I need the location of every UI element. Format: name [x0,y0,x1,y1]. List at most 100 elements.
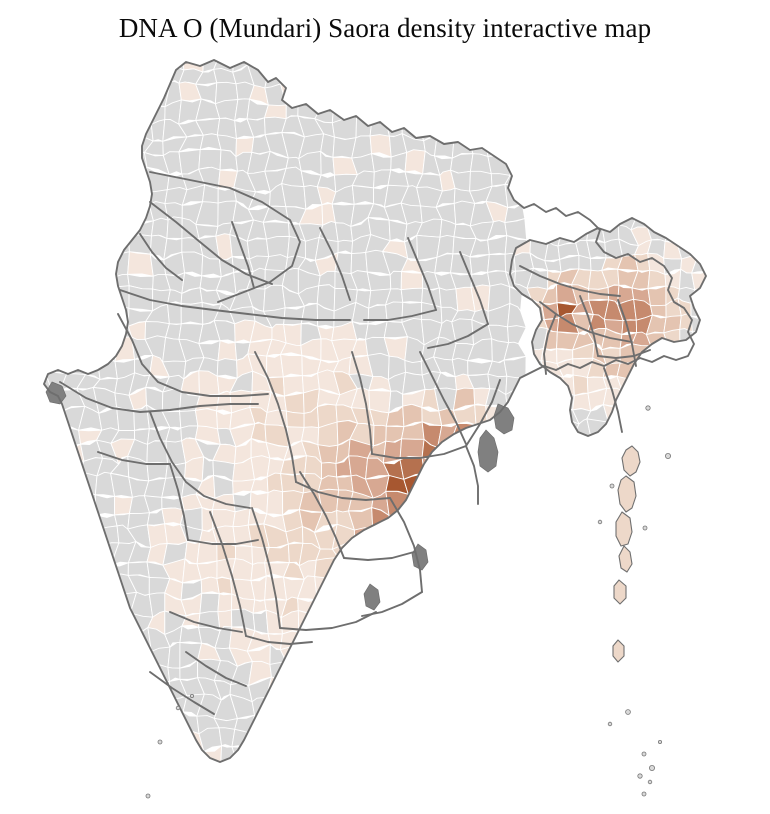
district-polygon[interactable] [27,711,50,734]
district-polygon[interactable] [333,85,358,104]
district-polygon[interactable] [27,339,52,357]
district-polygon[interactable] [285,658,301,686]
district-polygon[interactable] [383,67,406,90]
district-polygon[interactable] [79,540,102,566]
district-polygon[interactable] [437,646,459,665]
district-polygon[interactable] [441,693,460,715]
district-polygon[interactable] [46,52,67,74]
district-polygon[interactable] [437,508,456,530]
district-polygon[interactable] [181,251,204,277]
district-polygon[interactable] [662,420,683,439]
district-polygon[interactable] [43,235,65,255]
district-polygon[interactable] [29,575,49,595]
district-polygon[interactable] [25,218,43,241]
district-polygon[interactable] [280,732,306,754]
district-polygon[interactable] [457,713,476,736]
district-polygon[interactable] [28,693,49,715]
district-polygon[interactable] [97,610,120,630]
district-polygon[interactable] [400,523,424,549]
district-polygon[interactable] [28,80,48,107]
district-polygon[interactable] [452,561,476,582]
district-polygon[interactable] [43,744,66,768]
district-polygon[interactable] [487,592,504,613]
district-polygon[interactable] [60,610,81,633]
district-polygon[interactable] [93,661,119,683]
district-polygon[interactable] [350,661,373,680]
district-polygon[interactable] [502,711,524,732]
district-polygon[interactable] [64,322,84,341]
district-polygon[interactable] [84,137,97,157]
district-polygon[interactable] [95,626,119,650]
district-polygon[interactable] [80,251,104,276]
district-polygon[interactable] [61,575,86,601]
district-polygon[interactable] [437,491,456,513]
district-polygon[interactable] [115,610,135,635]
district-polygon[interactable] [487,679,510,700]
island-polygon[interactable] [621,445,641,477]
district-polygon[interactable] [161,746,186,763]
district-polygon[interactable] [316,715,337,737]
district-polygon[interactable] [78,490,97,516]
district-polygon[interactable] [369,644,390,669]
district-polygon[interactable] [433,579,456,601]
district-polygon[interactable] [501,540,527,564]
district-polygon[interactable] [587,213,604,231]
district-polygon[interactable] [509,67,526,84]
district-polygon[interactable] [43,609,69,633]
district-polygon[interactable] [371,104,388,123]
district-polygon[interactable] [42,206,68,223]
district-polygon[interactable] [433,711,460,736]
district-polygon[interactable] [217,593,233,613]
district-polygon[interactable] [438,527,454,550]
district-polygon[interactable] [58,113,86,142]
district-polygon[interactable] [78,337,101,355]
district-polygon[interactable] [451,506,476,530]
district-polygon[interactable] [366,82,388,108]
district-polygon[interactable] [65,564,86,580]
district-polygon[interactable] [455,99,474,122]
district-polygon[interactable] [487,493,505,513]
district-polygon[interactable] [487,610,507,632]
district-polygon[interactable] [78,169,97,193]
district-polygon[interactable] [317,678,340,701]
district-polygon[interactable] [450,65,477,89]
district-polygon[interactable] [502,729,520,747]
district-polygon[interactable] [385,712,406,737]
district-polygon[interactable] [422,693,443,718]
district-polygon[interactable] [114,644,137,666]
district-polygon[interactable] [483,540,506,567]
district-polygon[interactable] [196,560,218,581]
district-polygon[interactable] [33,748,47,770]
district-polygon[interactable] [662,212,680,231]
district-polygon[interactable] [279,630,306,651]
district-polygon[interactable] [418,596,441,610]
district-polygon[interactable] [455,608,474,634]
district-polygon[interactable] [94,591,120,615]
district-polygon[interactable] [97,288,113,308]
district-polygon[interactable] [97,100,120,126]
district-polygon[interactable] [287,52,306,71]
district-polygon[interactable] [488,100,506,124]
district-polygon[interactable] [527,373,547,396]
district-polygon[interactable] [62,471,80,499]
district-polygon[interactable] [58,101,84,118]
district-polygon[interactable] [618,389,639,409]
district-polygon[interactable] [365,525,391,547]
district-polygon[interactable] [300,68,324,91]
district-polygon[interactable] [61,744,79,770]
district-polygon[interactable] [679,420,694,439]
district-polygon[interactable] [505,54,528,74]
district-polygon[interactable] [421,456,444,479]
district-polygon[interactable] [384,526,408,548]
district-polygon[interactable] [44,82,64,108]
district-polygon[interactable] [129,101,154,125]
district-polygon[interactable] [457,693,475,715]
district-polygon[interactable] [97,81,114,105]
district-polygon[interactable] [133,700,149,712]
district-polygon[interactable] [111,748,134,771]
district-polygon[interactable] [79,115,101,142]
district-polygon[interactable] [371,676,391,700]
district-polygon[interactable] [317,730,341,750]
district-polygon[interactable] [77,716,99,736]
district-polygon[interactable] [677,372,698,391]
